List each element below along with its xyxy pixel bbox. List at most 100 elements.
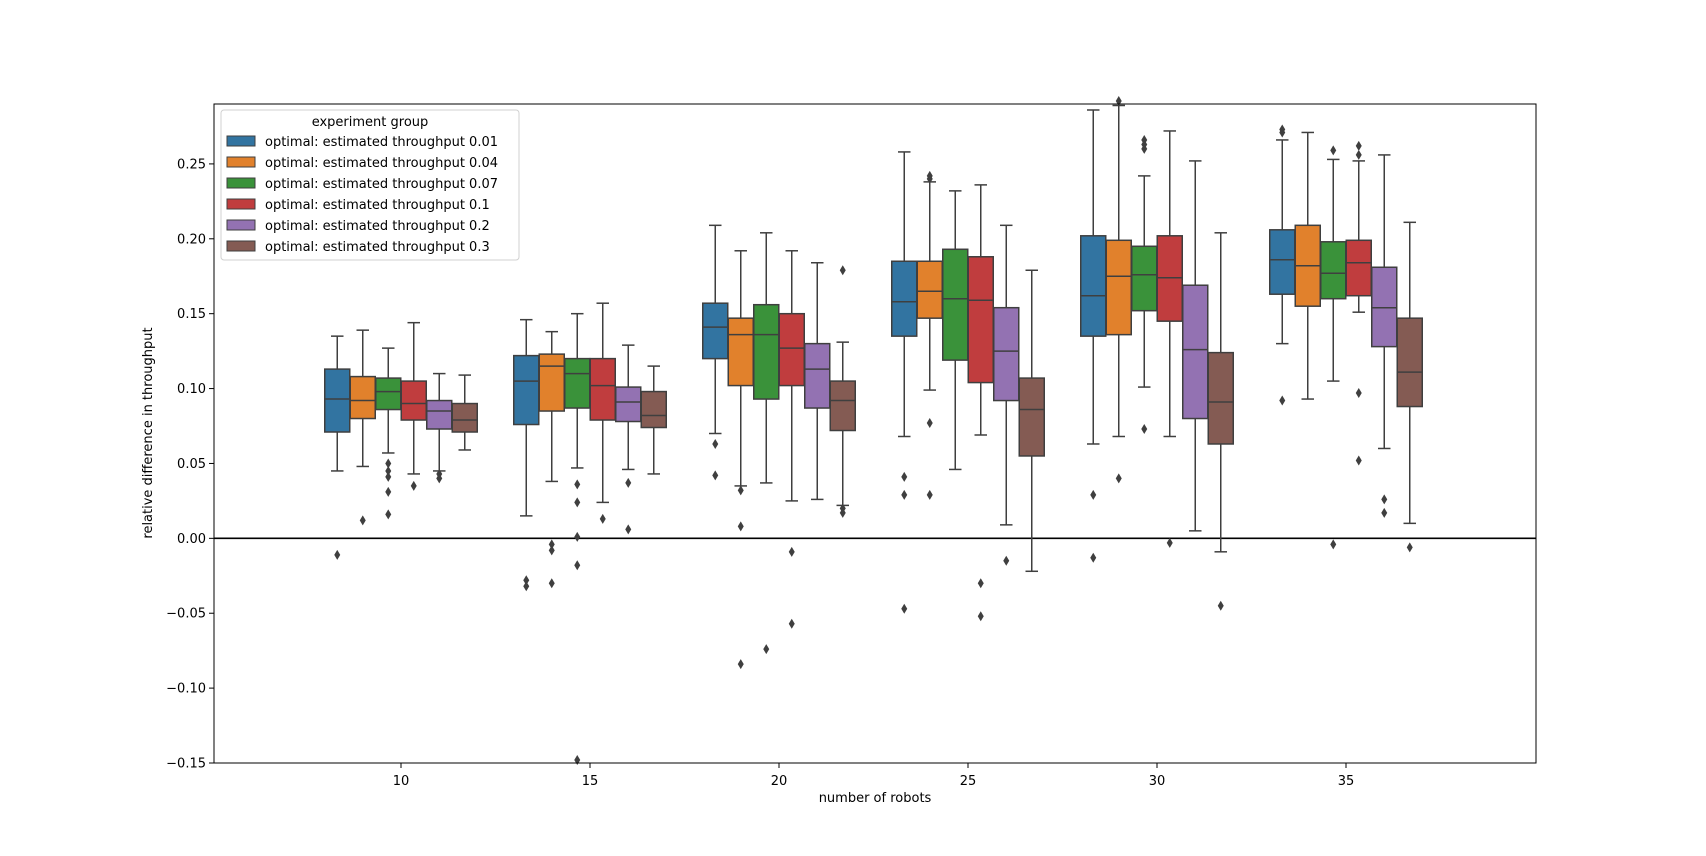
x-axis-label: number of robots	[819, 791, 932, 806]
x-tick-label: 30	[1149, 774, 1166, 789]
outlier-point	[1166, 537, 1173, 548]
legend-entry-label: optimal: estimated throughput 0.3	[265, 240, 490, 255]
y-tick-label: 0.00	[177, 532, 206, 547]
box-body	[1105, 239, 1132, 336]
outlier-point	[1141, 143, 1148, 154]
outlier-point	[737, 521, 744, 532]
legend-swatch	[226, 198, 256, 210]
box-body	[324, 368, 351, 433]
box-35-series-0	[1269, 124, 1296, 406]
box-20-series-2	[753, 232, 780, 655]
x-tick-label: 35	[1338, 774, 1355, 789]
box-body	[1018, 377, 1045, 457]
x-tick-label: 15	[582, 774, 599, 789]
box-body	[589, 357, 616, 421]
outlier-point	[385, 465, 392, 476]
legend-frame	[220, 109, 520, 261]
box-body	[400, 380, 427, 421]
outlier-point	[574, 531, 581, 542]
outlier-point	[523, 581, 530, 592]
box-body	[1269, 229, 1296, 295]
x-axis: 10 15 20 25 30 35	[393, 763, 1355, 789]
y-tick-label: −0.15	[166, 757, 206, 772]
outlier-point	[977, 611, 984, 622]
y-axis-label: relative difference in throughput	[141, 327, 156, 538]
outlier-point	[712, 470, 719, 481]
legend-swatch	[226, 219, 256, 231]
outlier-point	[385, 458, 392, 469]
legend-swatch	[226, 135, 256, 147]
box-20-series-5	[829, 265, 856, 518]
outlier-point	[839, 507, 846, 518]
outlier-point	[548, 539, 555, 550]
legend-entry-label: optimal: estimated throughput 0.1	[265, 198, 490, 213]
box-35-series-3	[1345, 140, 1372, 466]
box-30-series-1	[1105, 96, 1132, 484]
y-tick-label: −0.10	[166, 682, 206, 697]
y-tick-label: 0.25	[177, 157, 206, 172]
outlier-point	[926, 489, 933, 500]
box-15-series-3	[589, 302, 616, 524]
box-20-series-0	[702, 224, 729, 481]
box-body	[967, 256, 994, 384]
outlier-point	[1141, 424, 1148, 435]
x-tick-label: 20	[771, 774, 788, 789]
outlier-point	[788, 546, 795, 557]
box-25-series-0	[891, 151, 918, 614]
outlier-point	[385, 486, 392, 497]
box-30-series-0	[1080, 109, 1107, 563]
outlier-point	[1355, 140, 1362, 151]
outlier-point	[523, 575, 530, 586]
outlier-point	[1406, 542, 1413, 553]
legend-swatch	[226, 156, 256, 168]
outlier-point	[901, 471, 908, 482]
y-tick-label: 0.10	[177, 382, 206, 397]
outlier-point	[548, 578, 555, 589]
box-25-series-4	[993, 224, 1020, 566]
box-15-series-1	[538, 330, 565, 589]
outlier-point	[359, 515, 366, 526]
legend-entry-label: optimal: estimated throughput 0.04	[265, 156, 498, 171]
box-body	[1320, 241, 1347, 300]
box-35-series-1	[1294, 131, 1321, 400]
y-tick-label: 0.05	[177, 457, 206, 472]
box-30-series-2	[1131, 134, 1158, 435]
outlier-point	[385, 471, 392, 482]
box-body	[1396, 317, 1423, 408]
box-30-series-5	[1207, 232, 1234, 611]
y-tick-label: −0.05	[166, 607, 206, 622]
box-body	[375, 377, 402, 411]
box-body	[640, 390, 667, 429]
box-25-series-2	[942, 190, 969, 471]
outlier-point	[1330, 145, 1337, 156]
legend-entry-label: optimal: estimated throughput 0.2	[265, 219, 490, 234]
box-body	[1345, 239, 1372, 297]
box-35-series-4	[1371, 154, 1398, 518]
box-10-series-0	[324, 335, 351, 560]
outlier-point	[385, 509, 392, 520]
legend-entry-label: optimal: estimated throughput 0.07	[265, 177, 498, 192]
outlier-point	[1279, 395, 1286, 406]
box-body	[829, 380, 856, 432]
box-25-series-3	[967, 184, 994, 622]
x-tick-label: 25	[960, 774, 977, 789]
box-body	[804, 342, 831, 409]
outlier-point	[574, 479, 581, 490]
outlier-point	[1090, 552, 1097, 563]
outlier-point	[548, 545, 555, 556]
y-tick-label: 0.20	[177, 232, 206, 247]
outlier-point	[574, 560, 581, 571]
box-body	[1080, 235, 1107, 337]
outlier-point	[1003, 555, 1010, 566]
box-body	[1131, 245, 1158, 312]
box-15-series-4	[615, 344, 642, 535]
box-body	[916, 260, 943, 319]
x-tick-label: 10	[393, 774, 410, 789]
box-body	[349, 375, 376, 420]
outlier-point	[599, 513, 606, 524]
outlier-point	[1115, 473, 1122, 484]
outlier-point	[1355, 388, 1362, 399]
outlier-point	[1355, 455, 1362, 466]
outlier-point	[1279, 127, 1286, 138]
outlier-point	[334, 549, 341, 560]
